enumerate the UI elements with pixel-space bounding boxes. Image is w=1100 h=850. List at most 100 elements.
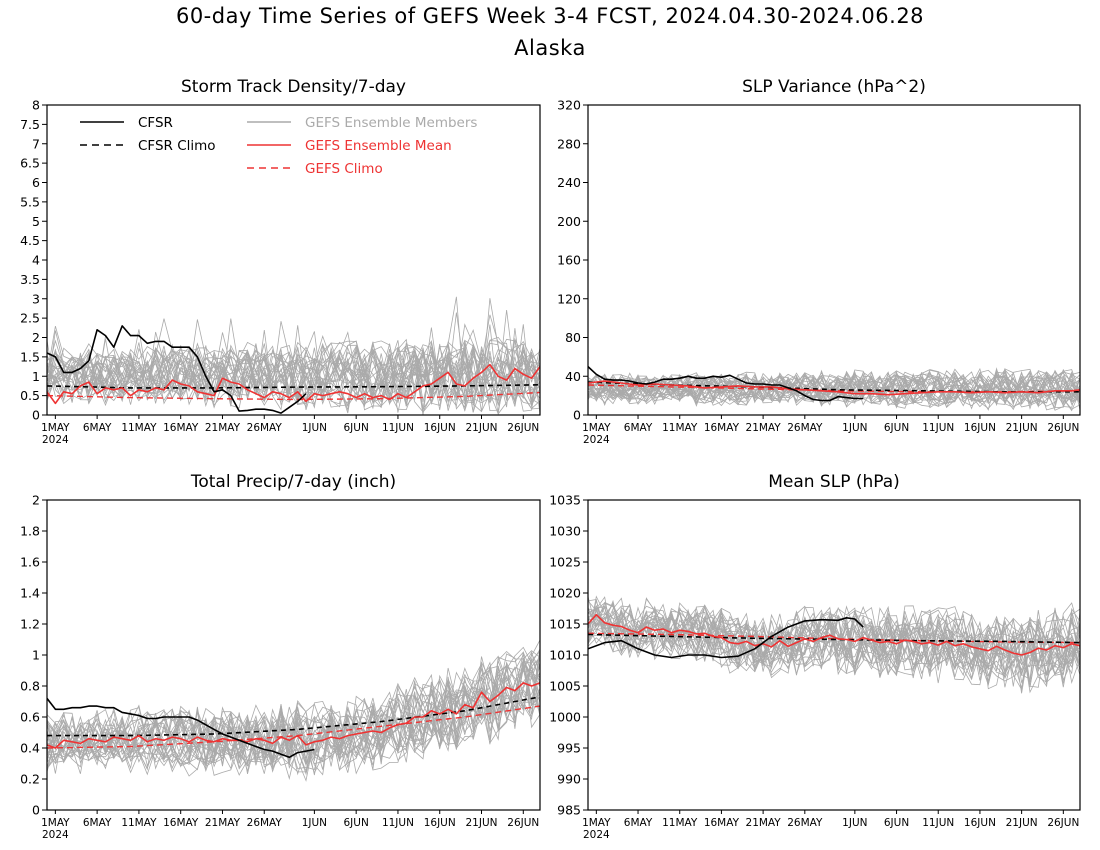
ensemble-member-line xyxy=(588,599,1080,671)
x-tick-label: 21MAY xyxy=(746,817,782,829)
y-tick-label: 990 xyxy=(557,772,581,787)
x-tick-label: 21MAY xyxy=(205,817,241,829)
x-tick-label: 26JUN xyxy=(507,817,539,829)
x-tick-label: 1MAY xyxy=(41,422,70,434)
y-tick-label: 2 xyxy=(32,493,40,508)
legend: CFSR CFSR Climo GEFS Ensemble Members GEFS … xyxy=(80,115,477,177)
x-tick-label: 6MAY xyxy=(624,817,653,829)
series-cfsr xyxy=(47,697,315,759)
legend-label-cfsr: CFSR xyxy=(138,115,173,131)
ensemble-member-line xyxy=(47,663,540,764)
y-tick-label: 1.6 xyxy=(20,555,40,570)
plot-area xyxy=(588,366,1080,412)
y-tick-label: 3.5 xyxy=(20,272,40,287)
x-tick-label: 26MAY xyxy=(247,422,283,434)
x-tick-label: 26JUN xyxy=(507,422,539,434)
plot-frame xyxy=(46,104,541,416)
ensemble-member-line xyxy=(47,662,540,776)
x-tick-label: 11JUN xyxy=(922,817,954,829)
x-tick-label: 21JUN xyxy=(1006,817,1038,829)
y-tick-label: 5 xyxy=(32,214,40,229)
legend-label-gefs-climo: GEFS Climo xyxy=(305,161,383,177)
y-tick-label: 0 xyxy=(573,408,581,423)
x-tick-label: 26JUN xyxy=(1047,422,1079,434)
y-tick-label: 0.5 xyxy=(20,388,40,403)
x-tick-label: 1JUN xyxy=(302,422,327,434)
x-tick-label: 6MAY xyxy=(624,422,653,434)
x-tick-label: 11MAY xyxy=(121,422,157,434)
ensemble-member-line xyxy=(47,323,540,399)
y-tick-label: 40 xyxy=(565,369,581,384)
y-tick-label: 6.5 xyxy=(20,156,40,171)
ensemble-member-line xyxy=(47,657,540,774)
y-tick-label: 5.5 xyxy=(20,194,40,209)
series-cfsr-climo xyxy=(588,633,1080,644)
plot-area xyxy=(588,595,1080,694)
x-tick-label: 6JUN xyxy=(344,817,369,829)
ensemble-member-line xyxy=(47,661,540,759)
y-tick-label: 1.4 xyxy=(20,586,40,601)
x-tick-label: 11JUN xyxy=(382,422,414,434)
plot-area xyxy=(47,639,540,782)
y-tick-label: 8 xyxy=(32,98,40,113)
x-tick-label: 16JUN xyxy=(964,817,996,829)
x-tick-label: 26JUN xyxy=(1047,817,1079,829)
x-tick-label: 16JUN xyxy=(964,422,996,434)
y-tick-label: 1035 xyxy=(549,493,581,508)
panel-storm-track-density: Storm Track Density/7-day 0 0.5 1 1.5 2 2.5 3 3.… xyxy=(20,77,541,446)
x-tick-label: 1MAY xyxy=(582,817,611,829)
plot-frame xyxy=(587,499,1081,811)
x-tick-label: 6MAY xyxy=(83,817,112,829)
x-tick-label: 11MAY xyxy=(121,817,157,829)
x-tick-label: 16MAY xyxy=(163,817,199,829)
y-tick-label: 7 xyxy=(32,136,40,151)
x-tick-label: 26MAY xyxy=(787,817,823,829)
legend-label-cfsr-climo: CFSR Climo xyxy=(138,138,216,154)
x-tick-label: 21JUN xyxy=(1006,422,1038,434)
x-tick-label: 16JUN xyxy=(424,817,456,829)
ensemble-member-line xyxy=(588,373,1080,407)
y-tick-label: 0 xyxy=(32,408,40,423)
y-tick-label: 1.5 xyxy=(20,349,40,364)
y-tick-label: 1030 xyxy=(549,524,581,539)
series-gefs-ensemble-mean xyxy=(588,613,1080,656)
legend-label-gefs-ensemble-mean: GEFS Ensemble Mean xyxy=(305,138,452,154)
plot-frame xyxy=(587,104,1081,416)
x-tick-label: 6JUN xyxy=(344,422,369,434)
ensemble-member-line xyxy=(588,368,1080,403)
series-cfsr xyxy=(588,616,864,659)
x-tick-label: 1JUN xyxy=(302,817,327,829)
x-tick-sublabel: 2024 xyxy=(583,434,610,446)
y-tick-label: 1020 xyxy=(549,586,581,601)
panel-slp-variance: SLP Variance (hPa^2) 0 40 80 120 160 200 240 280… xyxy=(557,77,1081,446)
y-tick-label: 0.2 xyxy=(20,772,40,787)
y-tick-label: 1.2 xyxy=(20,617,40,632)
panel-mean-slp: Mean SLP (hPa) 985 990 995 1000 1005 1010 1015 1… xyxy=(549,472,1081,841)
y-tick-label: 320 xyxy=(557,98,581,113)
y-tick-label: 995 xyxy=(557,741,581,756)
y-tick-label: 1 xyxy=(32,648,40,663)
y-tick-label: 1005 xyxy=(549,679,581,694)
y-tick-label: 7.5 xyxy=(20,117,40,132)
series-gefs-ensemble-mean xyxy=(47,363,540,405)
series-gefs-climo xyxy=(588,384,1080,393)
x-tick-label: 21MAY xyxy=(205,422,241,434)
x-tick-label: 1JUN xyxy=(842,817,867,829)
ensemble-member-line xyxy=(47,655,540,776)
legend-label-gefs-ensemble-members: GEFS Ensemble Members xyxy=(305,115,477,131)
ensemble-member-line xyxy=(588,368,1080,404)
x-tick-label: 21MAY xyxy=(746,422,782,434)
y-tick-label: 0.8 xyxy=(20,679,40,694)
y-tick-label: 0.6 xyxy=(20,710,40,725)
y-tick-label: 2.5 xyxy=(20,311,40,326)
x-tick-label: 1MAY xyxy=(41,817,70,829)
series-cfsr xyxy=(47,325,307,414)
y-tick-label: 0 xyxy=(32,803,40,818)
y-tick-label: 0.4 xyxy=(20,741,40,756)
x-tick-label: 1JUN xyxy=(842,422,867,434)
series-gefs-ensemble-mean xyxy=(588,380,1080,396)
series-cfsr xyxy=(588,366,864,402)
series-cfsr-climo xyxy=(47,696,540,737)
y-tick-label: 6 xyxy=(32,175,40,190)
